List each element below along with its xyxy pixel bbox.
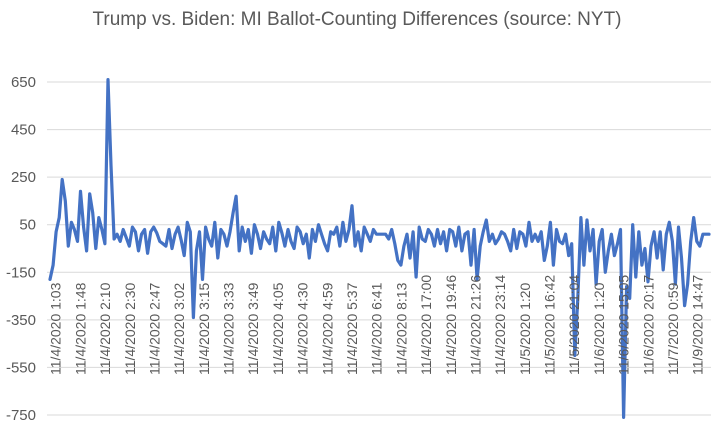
x-tick-label: 11/4/2020 3:15 [196, 282, 212, 375]
x-tick-label: 11/4/2020 19:46 [443, 275, 459, 375]
x-tick-label: 11/4/2020 2:47 [147, 282, 163, 375]
x-tick-label: 11/4/2020 2:30 [122, 282, 138, 375]
x-tick-label: 11/6/2020 15:05 [616, 275, 632, 375]
x-tick-label: 11/4/2020 1:48 [72, 282, 88, 375]
x-tick-label: 11/4/2020 6:41 [369, 282, 385, 375]
y-tick-label: 50 [19, 217, 36, 234]
x-axis-tick-labels: 11/4/2020 1:03 11/4/2020 1:48 11/4/2020 2:… [48, 275, 706, 375]
x-tick-label: 11/4/2020 8:13 [393, 282, 409, 375]
x-tick-label: 11/4/2020 3:33 [221, 282, 237, 375]
x-tick-label: 11/4/2020 3:49 [245, 282, 261, 375]
x-tick-label: 11/4/2020 4:59 [319, 282, 335, 375]
x-tick-label: 11/5/2020 21:04 [566, 275, 582, 375]
x-tick-label: 11/4/2020 23:14 [492, 275, 508, 375]
x-tick-label: 11/4/2020 5:37 [344, 282, 360, 375]
x-tick-label: 11/9/2020 14:47 [690, 275, 706, 375]
x-tick-label: 11/4/2020 4:05 [270, 282, 286, 375]
x-tick-label: 11/4/2020 4:30 [295, 282, 311, 375]
y-tick-label: -550 [6, 359, 36, 376]
series-layer [48, 78, 711, 419]
x-tick-label: 11/7/2020 0:59 [665, 282, 681, 375]
gridlines [47, 81, 711, 416]
x-tick-label: 11/4/2020 1:03 [48, 282, 64, 375]
x-tick-label: 11/4/2020 3:02 [171, 282, 187, 375]
y-tick-label: 450 [11, 122, 36, 139]
x-tick-label: 11/4/2020 21:26 [468, 275, 484, 375]
y-tick-label: -750 [6, 407, 36, 424]
x-tick-label: 11/5/2020 1:20 [517, 282, 533, 375]
y-tick-label: -350 [6, 312, 36, 329]
y-axis-tick-labels: 650 450 250 50 -150 -350 -550 -750 [6, 74, 36, 424]
y-tick-label: 650 [11, 74, 36, 91]
x-tick-label: 11/4/2020 2:10 [97, 282, 113, 375]
y-tick-label: -150 [6, 264, 36, 281]
x-tick-label: 11/6/2020 20:17 [640, 275, 656, 375]
x-tick-label: 11/4/2020 17:00 [418, 275, 434, 375]
x-tick-label: 11/6/2020 1:20 [591, 282, 607, 375]
series-line [48, 78, 711, 419]
y-tick-label: 250 [11, 169, 36, 186]
x-tick-label: 11/5/2020 16:42 [542, 275, 558, 375]
chart-title: Trump vs. Biden: MI Ballot-Counting Diff… [92, 9, 621, 30]
